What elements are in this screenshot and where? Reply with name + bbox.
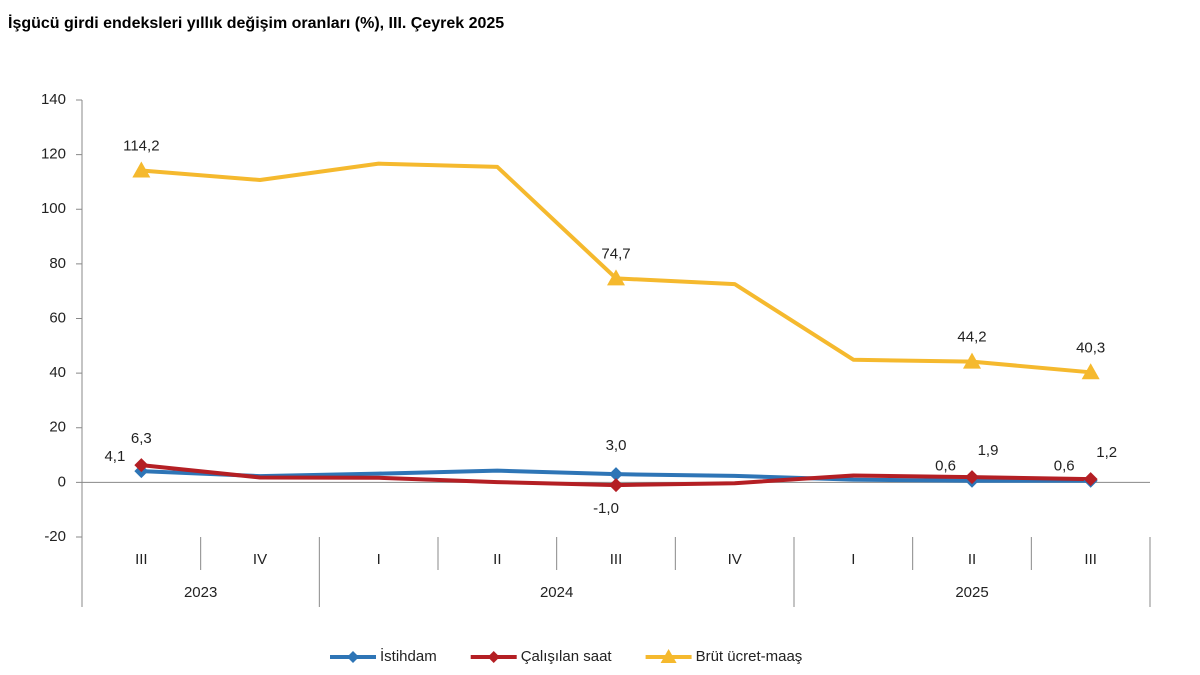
- data-label: 4,1: [104, 448, 125, 465]
- x-tick-label: III: [1084, 551, 1097, 568]
- year-label: 2024: [540, 584, 573, 601]
- y-tick-label: 20: [49, 419, 66, 436]
- point-marker: [963, 352, 981, 369]
- y-tick-label: 80: [49, 255, 66, 272]
- legend-marker: [487, 651, 500, 663]
- y-tick-label: 60: [49, 309, 66, 326]
- x-tick-label: III: [610, 551, 623, 568]
- data-label: 40,3: [1076, 339, 1105, 356]
- point-marker: [134, 458, 149, 473]
- series-line: [141, 161, 1091, 375]
- legend-marker: [347, 651, 359, 663]
- data-label: 6,3: [131, 430, 152, 447]
- point-marker: [609, 478, 623, 493]
- data-label: 0,6: [935, 458, 956, 475]
- legend-label: Brüt ücret-maaş: [696, 648, 803, 665]
- data-label: 0,6: [1054, 458, 1075, 475]
- data-label: 114,2: [123, 137, 159, 154]
- x-tick-label: IV: [728, 551, 742, 568]
- y-tick-label: 40: [49, 364, 66, 381]
- legend-label: Çalışılan saat: [521, 648, 613, 665]
- chart-title: İşgücü girdi endeksleri yıllık değişim o…: [8, 14, 504, 32]
- x-tick-label: IV: [253, 551, 267, 568]
- legend-marker: [660, 649, 677, 663]
- data-label: 44,2: [957, 329, 986, 346]
- year-label: 2023: [184, 584, 217, 601]
- point-marker: [609, 467, 623, 482]
- data-label: 3,0: [606, 437, 627, 454]
- x-tick-label: I: [377, 551, 381, 568]
- data-label: 74,7: [601, 245, 630, 262]
- x-tick-label: I: [851, 551, 855, 568]
- y-tick-label: 0: [58, 473, 66, 490]
- point-marker: [965, 470, 979, 485]
- point-marker: [1083, 472, 1098, 487]
- point-marker: [132, 161, 151, 178]
- data-label: 1,2: [1096, 444, 1117, 461]
- point-marker: [1081, 363, 1100, 380]
- data-label: -1,0: [593, 500, 619, 517]
- x-tick-label: III: [135, 551, 148, 568]
- legend-label: İstihdam: [380, 647, 437, 665]
- point-marker: [607, 269, 625, 286]
- y-tick-label: 140: [41, 91, 66, 108]
- y-tick-label: 100: [41, 200, 66, 217]
- y-tick-label: 120: [41, 146, 66, 163]
- data-label: 1,9: [978, 442, 999, 459]
- y-tick-label: -20: [44, 528, 66, 545]
- x-tick-label: II: [493, 551, 501, 568]
- year-label: 2025: [955, 584, 988, 601]
- x-tick-label: II: [968, 551, 976, 568]
